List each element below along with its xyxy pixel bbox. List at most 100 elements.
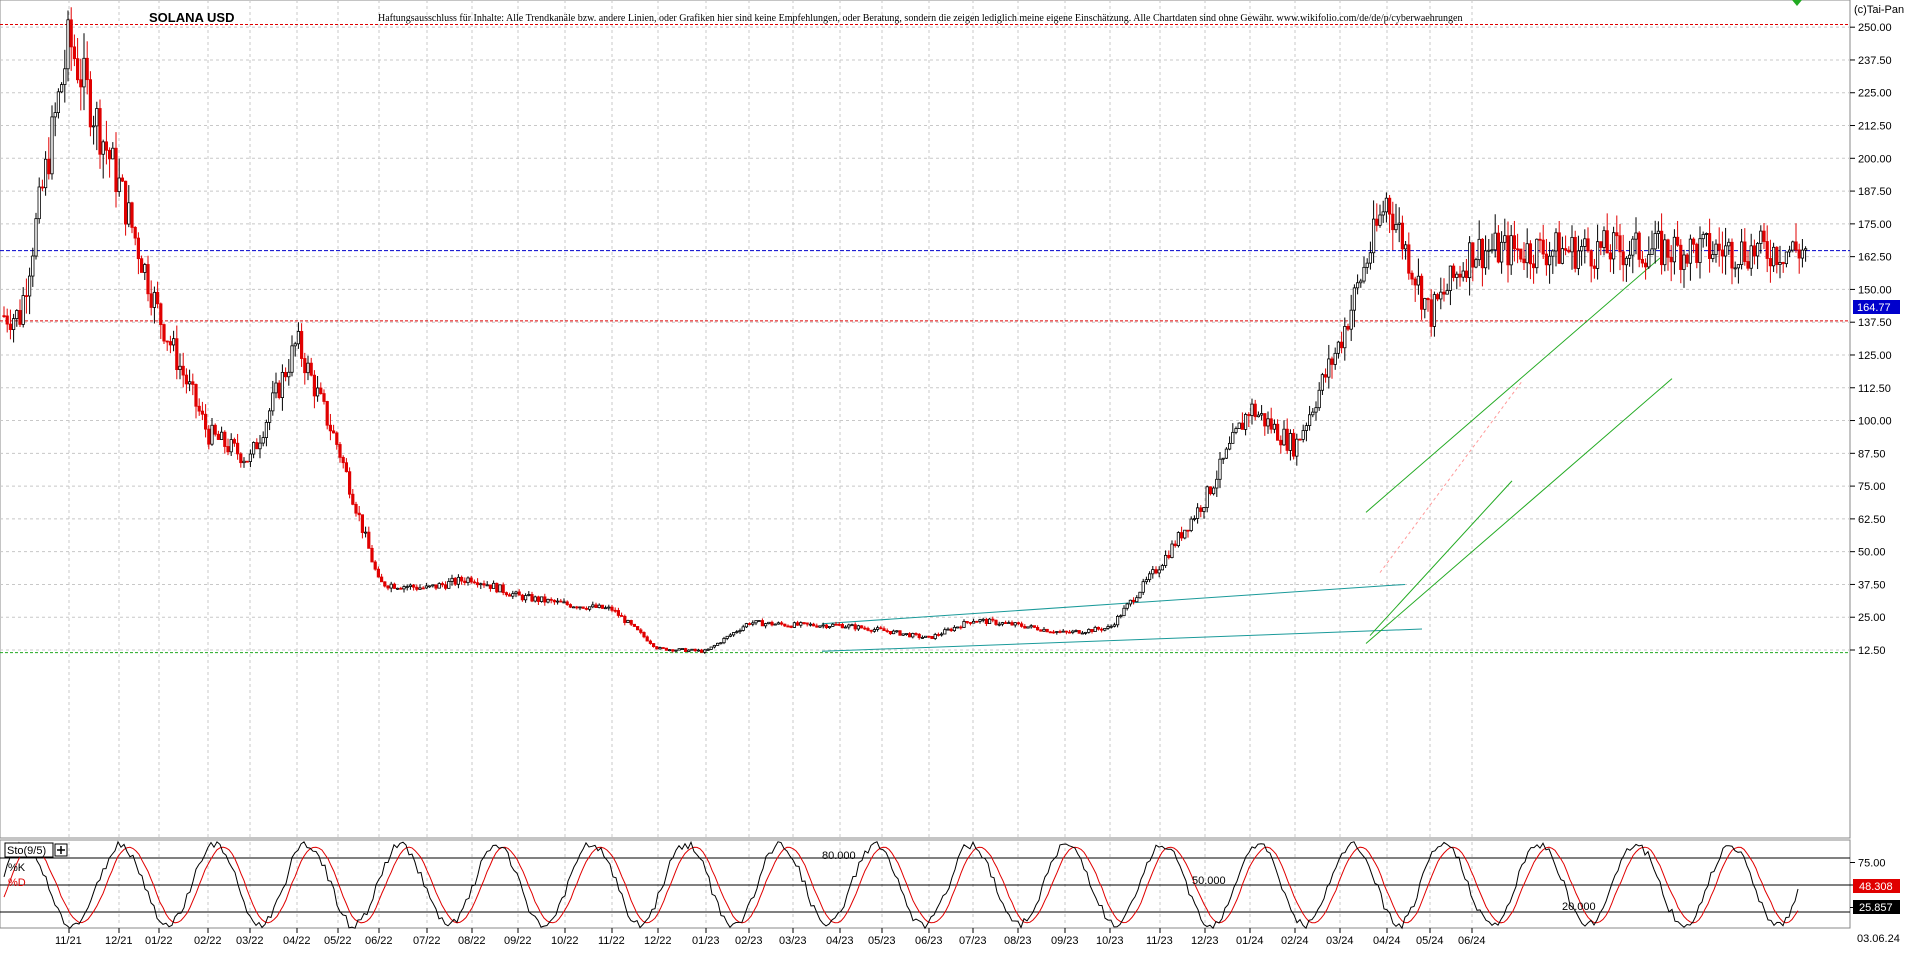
x-tick-label: 08/22 [458,935,486,947]
candle-body [1720,249,1724,257]
candle-body [773,623,777,626]
candle-body [786,625,790,628]
candle-body [207,428,211,445]
candle-body [1010,622,1014,626]
candle-body [1740,241,1744,266]
candle-body [351,493,355,505]
candle-body [684,648,688,652]
candle-body [354,503,358,514]
candle-body [143,264,147,273]
y-tick-label: 225.00 [1858,88,1892,100]
candle-body [1404,244,1408,250]
candle-body [725,635,729,639]
candle-body [1762,230,1766,242]
candle-body [1544,253,1548,266]
candle-body [1135,597,1139,603]
candle-body [1695,243,1699,263]
candle-body [1772,246,1776,267]
trend-channels [821,257,1673,652]
candle-body [549,598,553,601]
candle-body [15,310,19,319]
candle-body [21,295,25,325]
candle-body [44,158,48,189]
candle-body [82,57,86,88]
candle-body [277,382,281,398]
candle-body [783,623,787,627]
candle-body [447,581,451,589]
candle-body [1359,280,1363,284]
candle-body [892,630,896,635]
candle-body [1119,615,1123,618]
candle-body [1394,224,1398,231]
candle-body [1496,232,1500,263]
stochastic-settings-button[interactable] [54,843,68,857]
candle-body [1013,622,1017,626]
trend-line [1365,257,1661,513]
candle-body [1372,218,1376,254]
candle-body [1032,625,1036,628]
candle-body [527,594,531,596]
candle-body [1125,603,1129,609]
candle-body [1285,428,1289,451]
candle-body [127,202,131,225]
candle-body [95,108,99,127]
candle-body [1180,532,1184,539]
candle-body [709,646,713,650]
y-tick-label: 37.50 [1858,579,1886,591]
candle-body [1448,265,1452,291]
candle-body [1570,236,1574,253]
candle-body [1685,254,1689,264]
candle-body [146,264,150,295]
candle-body [1234,428,1238,433]
candle-body [187,381,192,385]
x-tick-label: 02/23 [735,935,763,947]
candle-body [203,413,208,430]
candle-body [495,582,499,593]
x-tick-label: 01/22 [145,935,173,947]
candle-body [981,618,985,621]
candle-body [1346,326,1350,330]
candle-body [1644,262,1648,268]
candle-body [533,596,537,602]
candle-body [1103,627,1107,631]
candle-body [88,79,92,128]
candle-body [728,634,733,637]
candle-body [434,584,438,589]
x-tick-label: 11/21 [55,935,82,947]
candle-body [952,626,957,632]
candle-body [267,410,272,423]
candle-body [453,577,457,585]
candle-body [1554,232,1558,252]
candle-body [988,618,992,624]
candle-body [1068,631,1072,634]
candle-body [469,577,473,583]
candle-body [245,460,249,463]
candle-body [636,626,640,631]
candle-body [18,310,22,325]
candle-body [485,584,489,587]
candle-body [194,384,198,407]
x-tick-label: 09/23 [1051,935,1079,947]
candle-body [1676,236,1680,246]
candle-body [1244,414,1248,430]
x-tick-label: 03/22 [236,935,264,947]
candle-body [168,341,172,346]
stochastic-level-20: 20.000 [1562,901,1596,913]
candle-body [1407,244,1411,274]
candle-body [1420,275,1424,310]
candle-body [1528,243,1532,265]
candle-body [338,444,342,458]
candle-body [866,628,870,631]
candle-body [1583,238,1587,247]
candle-body [1052,631,1056,634]
candle-body [1154,569,1158,574]
candle-body [764,623,768,627]
y-tick-label: 150.00 [1858,284,1892,296]
candle-body [498,584,502,593]
candle-body [60,84,64,93]
candle-body [1272,423,1276,430]
candle-body [997,623,1001,626]
candle-body [1304,425,1308,431]
x-tick-label: 10/23 [1096,935,1124,947]
candle-body [1276,423,1280,441]
